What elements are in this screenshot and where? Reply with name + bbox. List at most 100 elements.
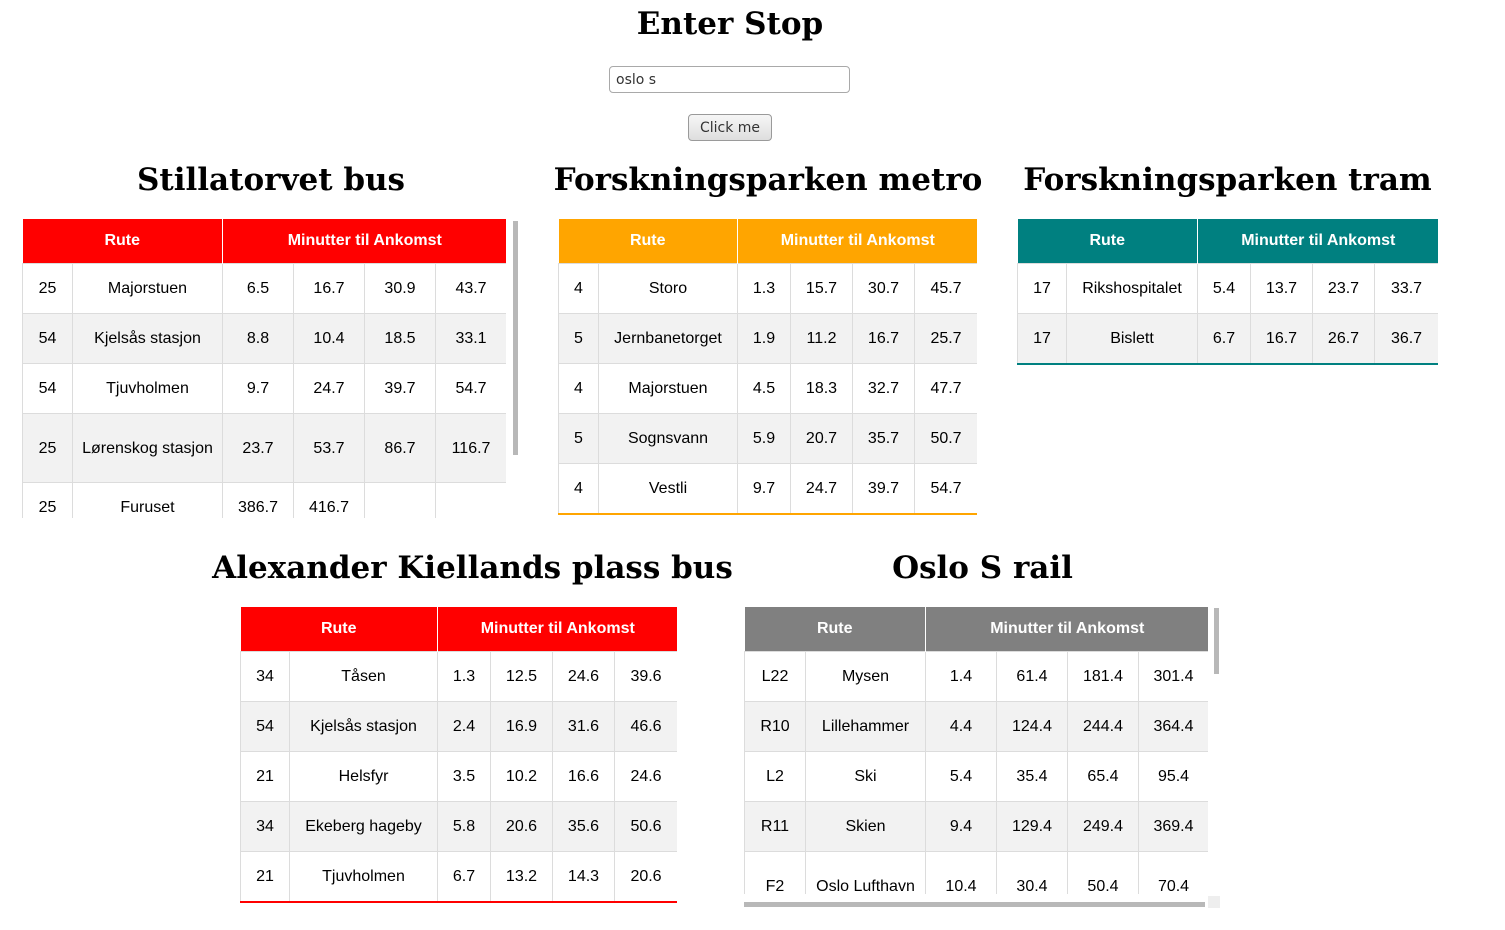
- destination: Rikshospitalet: [1066, 263, 1198, 314]
- minutes-value: 47.7: [913, 363, 977, 414]
- click-me-button[interactable]: Click me: [688, 114, 772, 141]
- table-row: 25 Lørenskog stasjon 23.7 53.7 86.7 116.7: [22, 413, 506, 483]
- minutes-value: 95.4: [1137, 751, 1208, 802]
- minutes-column-header: Minutter til Ankomst: [737, 219, 977, 264]
- minutes-value: 364.4: [1137, 701, 1208, 752]
- minutes-value: 24.6: [613, 751, 677, 802]
- destination: Sognsvann: [598, 413, 738, 464]
- table-row: F2 Oslo Lufthavn 10.4 30.4 50.4 70.4: [744, 851, 1208, 894]
- minutes-value: 70.4: [1137, 851, 1208, 894]
- route-number: L2: [744, 751, 806, 802]
- minutes-value: 5.4: [925, 751, 997, 802]
- minutes-value: 249.4: [1067, 801, 1139, 852]
- route-number: 21: [240, 851, 290, 902]
- vertical-scrollbar[interactable]: [1214, 608, 1219, 674]
- minutes-value: 1.4: [925, 651, 997, 702]
- minutes-value: 16.7: [852, 313, 915, 364]
- stop-search-input[interactable]: [609, 66, 850, 93]
- table-row: 4 Vestli 9.7 24.7 39.7 54.7: [558, 463, 977, 514]
- route-number: 54: [240, 701, 290, 752]
- route-number: 25: [22, 413, 73, 483]
- minutes-value: [364, 482, 436, 518]
- table-row: 21 Helsfyr 3.5 10.2 16.6 24.6: [240, 751, 677, 802]
- minutes-column-header: Minutter til Ankomst: [222, 219, 506, 264]
- route-number: 4: [558, 463, 599, 514]
- route-number: 21: [240, 751, 290, 802]
- panel-title: Forskningsparken tram: [1023, 162, 1432, 198]
- minutes-value: 116.7: [434, 413, 506, 483]
- destination: Kjelsås stasjon: [289, 701, 438, 752]
- minutes-column-header: Minutter til Ankomst: [925, 607, 1208, 652]
- minutes-value: 386.7: [222, 482, 294, 518]
- panel-title: Forskningsparken metro: [553, 162, 983, 198]
- minutes-value: 25.7: [913, 313, 977, 364]
- route-column-header: Rute: [240, 607, 438, 652]
- minutes-value: 5.4: [1197, 263, 1251, 314]
- horizontal-scrollbar[interactable]: [744, 902, 1205, 907]
- minutes-value: 6.5: [222, 263, 294, 314]
- minutes-value: 23.7: [222, 413, 294, 483]
- destination: Tjuvholmen: [72, 363, 223, 414]
- destination: Ski: [805, 751, 926, 802]
- minutes-value: 369.4: [1137, 801, 1208, 852]
- route-number: 54: [22, 363, 73, 414]
- minutes-value: 18.3: [790, 363, 853, 414]
- minutes-value: 16.9: [490, 701, 553, 752]
- table-row: 5 Jernbanetorget 1.9 11.2 16.7 25.7: [558, 313, 977, 364]
- minutes-value: 16.6: [552, 751, 615, 802]
- destination: Storo: [598, 263, 738, 314]
- minutes-value: 14.3: [552, 851, 615, 902]
- route-number: R10: [744, 701, 806, 752]
- departures-table: Rute Minutter til Ankomst L22 Mysen 1.4 61.…: [744, 607, 1208, 894]
- minutes-value: 39.7: [852, 463, 915, 514]
- minutes-value: 53.7: [293, 413, 365, 483]
- destination: Tåsen: [289, 651, 438, 702]
- departures-scroll-area[interactable]: Rute Minutter til Ankomst 25 Majorstuen 6.…: [22, 219, 506, 518]
- panel-title: Stillatorvet bus: [137, 162, 405, 198]
- minutes-value: 54.7: [434, 363, 506, 414]
- route-column-header: Rute: [558, 219, 738, 264]
- minutes-value: [434, 482, 506, 518]
- minutes-value: 124.4: [996, 701, 1068, 752]
- minutes-value: 24.7: [293, 363, 365, 414]
- table-header-row: Rute Minutter til Ankomst: [744, 607, 1208, 652]
- scroll-corner: [1208, 896, 1220, 908]
- minutes-value: 35.4: [996, 751, 1068, 802]
- minutes-value: 13.7: [1250, 263, 1313, 314]
- table-header-row: Rute Minutter til Ankomst: [1017, 219, 1438, 264]
- destination: Furuset: [72, 482, 223, 518]
- departures-table-wrap: Rute Minutter til Ankomst 17 Rikshospital…: [1017, 219, 1438, 367]
- minutes-value: 6.7: [1197, 313, 1251, 364]
- table-header-row: Rute Minutter til Ankomst: [240, 607, 677, 652]
- minutes-value: 45.7: [913, 263, 977, 314]
- table-row: 25 Furuset 386.7 416.7: [22, 482, 506, 518]
- destination: Kjelsås stasjon: [72, 313, 223, 364]
- minutes-value: 33.7: [1373, 263, 1438, 314]
- minutes-value: 65.4: [1067, 751, 1139, 802]
- minutes-value: 50.7: [913, 413, 977, 464]
- minutes-value: 10.4: [293, 313, 365, 364]
- minutes-value: 39.7: [364, 363, 436, 414]
- table-row: 17 Rikshospitalet 5.4 13.7 23.7 33.7: [1017, 263, 1438, 314]
- minutes-value: 30.7: [852, 263, 915, 314]
- departures-table-wrap: Rute Minutter til Ankomst 4 Storo 1.3 15.7 3…: [558, 219, 977, 517]
- departures-scroll-area[interactable]: Rute Minutter til Ankomst L22 Mysen 1.4 61.…: [744, 607, 1208, 894]
- minutes-value: 181.4: [1067, 651, 1139, 702]
- vertical-scrollbar[interactable]: [513, 221, 518, 455]
- table-row: 34 Tåsen 1.3 12.5 24.6 39.6: [240, 651, 677, 702]
- minutes-value: 20.6: [613, 851, 677, 902]
- minutes-column-header: Minutter til Ankomst: [437, 607, 677, 652]
- minutes-value: 33.1: [434, 313, 506, 364]
- minutes-value: 5.9: [737, 413, 791, 464]
- table-row: 54 Kjelsås stasjon 8.8 10.4 18.5 33.1: [22, 313, 506, 364]
- route-number: F2: [744, 851, 806, 894]
- route-number: 5: [558, 313, 599, 364]
- route-number: 5: [558, 413, 599, 464]
- destination: Jernbanetorget: [598, 313, 738, 364]
- minutes-value: 86.7: [364, 413, 436, 483]
- destination: Vestli: [598, 463, 738, 514]
- panel-title: Oslo S rail: [892, 550, 1073, 586]
- minutes-value: 129.4: [996, 801, 1068, 852]
- table-row: 21 Tjuvholmen 6.7 13.2 14.3 20.6: [240, 851, 677, 902]
- page-title: Enter Stop: [636, 6, 824, 42]
